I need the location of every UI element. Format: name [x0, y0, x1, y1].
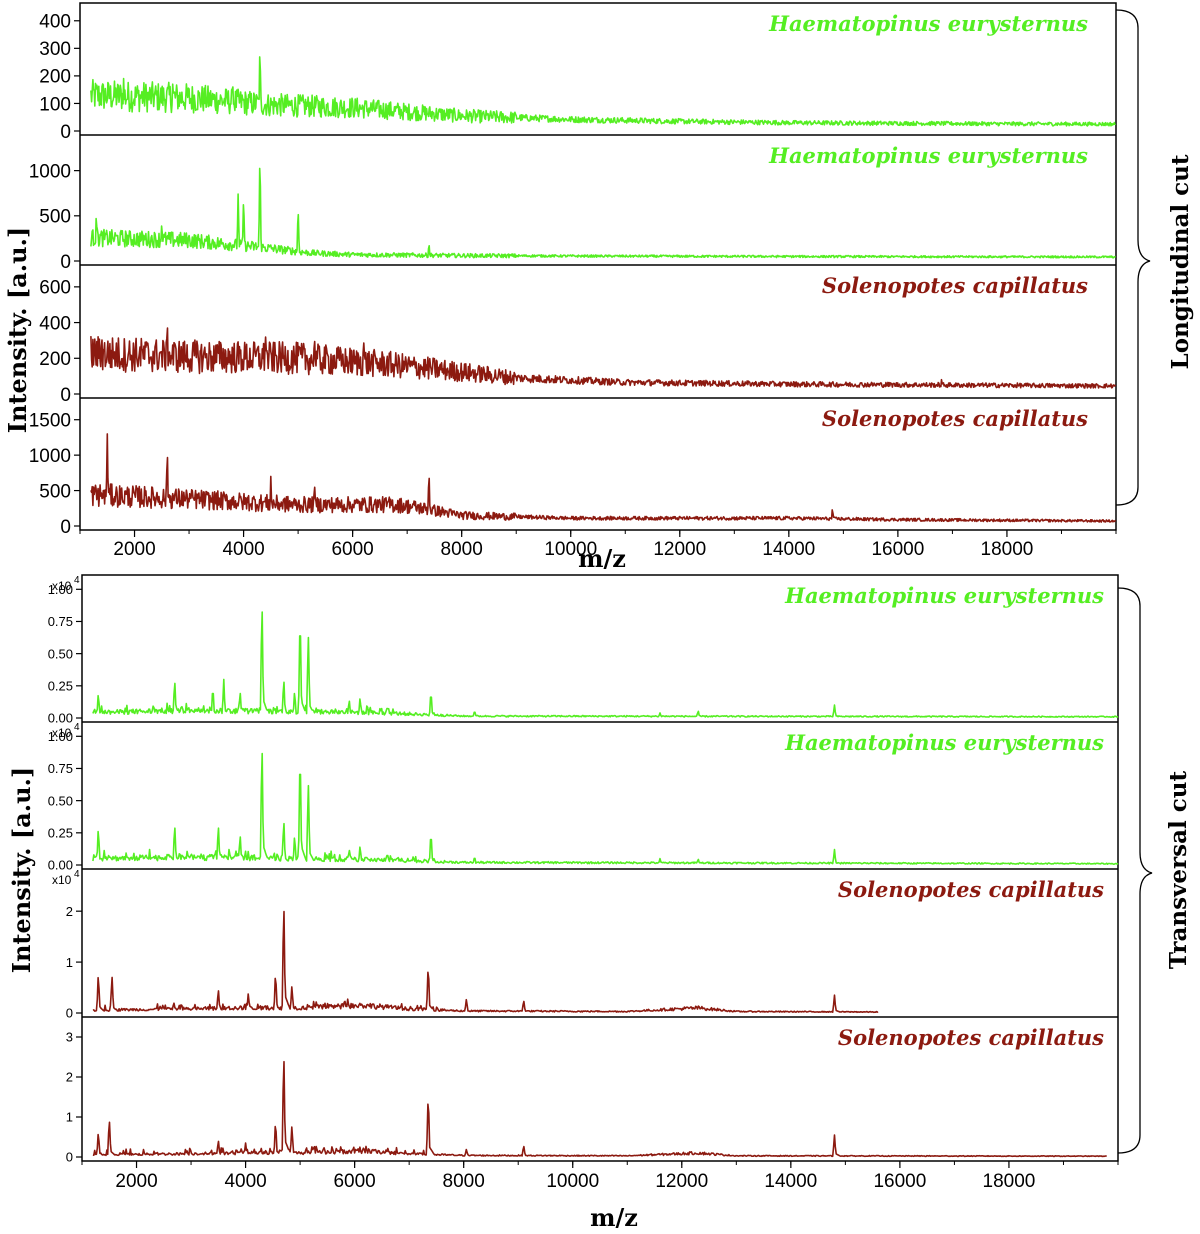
- y-tick-label: 3: [66, 1030, 73, 1045]
- y-tick-label: 200: [39, 349, 71, 370]
- spectrum-line: [90, 167, 1117, 259]
- x-tick-label: 10000: [544, 539, 597, 560]
- y-tick-label: 1: [66, 1110, 73, 1125]
- x-tick-label: 10000: [546, 1171, 599, 1192]
- spectrum-line: [92, 1060, 1107, 1158]
- y-tick-label: 1.00: [48, 582, 73, 597]
- group-brace: [1117, 587, 1153, 1154]
- y-tick-label: 600: [39, 278, 71, 299]
- y-tick-label: 400: [39, 313, 71, 334]
- x-axis-label: m/z: [590, 1203, 638, 1232]
- plot-frame: [79, 2, 1117, 531]
- y-tick-label: 200: [39, 67, 71, 88]
- y-exponent-label: x10: [52, 726, 72, 740]
- x-tick-label: 8000: [443, 1171, 485, 1192]
- y-tick-label: 0.25: [48, 679, 73, 694]
- x-axis-ticks: 2000 4000 6000 8000 10000 12000 14000 16000 1800…: [81, 1161, 1119, 1192]
- y-exponent-label: x10: [52, 873, 72, 887]
- spectrum-line: [92, 910, 879, 1014]
- x-axis-label: m/z: [578, 544, 626, 573]
- spectrum-panel: 0 1 2 x10 4 Solenopotes capillatus: [52, 869, 1104, 1021]
- spectrum-line: [90, 56, 1117, 127]
- y-tick-label: 0.75: [48, 761, 73, 776]
- y-axis-label: Intensity. [a.u.]: [7, 767, 36, 974]
- spectrum-line: [90, 327, 1117, 389]
- species-label: Solenopotes capillatus: [822, 273, 1088, 298]
- x-tick-label: 2000: [113, 539, 155, 560]
- y-tick-label: 2: [66, 904, 73, 919]
- spectrum-line: [92, 611, 1119, 718]
- group-label-longitudinal: Longitudinal cut: [1167, 154, 1194, 369]
- x-tick-label: 4000: [224, 1171, 266, 1192]
- species-label: Solenopotes capillatus: [838, 1025, 1104, 1050]
- group-label-transversal: Transversal cut: [1165, 771, 1192, 970]
- species-label: Haematopinus eurysternus: [768, 11, 1088, 36]
- y-exponent-power: 4: [74, 869, 80, 880]
- y-tick-label: 400: [39, 12, 71, 33]
- y-tick-label: 2: [66, 1070, 73, 1085]
- x-tick-label: 16000: [871, 539, 924, 560]
- y-tick-label: 0.00: [48, 858, 73, 873]
- x-tick-label: 6000: [331, 539, 373, 560]
- y-tick-label: 0: [66, 1006, 73, 1021]
- x-tick-label: 12000: [653, 539, 706, 560]
- y-tick-label: 1000: [29, 446, 71, 467]
- x-axis-ticks: 2000 4000 6000 8000 10000 12000 14000 16000 1800…: [79, 530, 1117, 560]
- y-tick-label: 0: [60, 517, 71, 538]
- x-tick-label: 16000: [873, 1171, 926, 1192]
- spectrum-line: [90, 433, 1117, 523]
- x-tick-label: 2000: [115, 1171, 157, 1192]
- spectrum-panel: 0 500 1000 Haematopinus eurysternus: [29, 143, 1117, 273]
- y-tick-label: 0.25: [48, 826, 73, 841]
- spectrum-panel: 0 100 200 300 400 Haematopinus eurysternus: [39, 11, 1117, 143]
- y-tick-label: 1: [66, 955, 73, 970]
- y-tick-label: 0.50: [48, 646, 73, 661]
- y-tick-label: 300: [39, 39, 71, 60]
- x-tick-label: 14000: [762, 539, 815, 560]
- block-longitudinal: 0 100 200 300 400 Haematopinus eurysternus 0 5…: [3, 2, 1194, 573]
- spectrum-panel: 0 1 2 3 Solenopotes capillatus: [66, 1025, 1107, 1165]
- y-exponent-power: 4: [74, 722, 80, 733]
- species-label: Solenopotes capillatus: [838, 877, 1104, 902]
- species-label: Haematopinus eurysternus: [768, 143, 1088, 168]
- spectrum-panel: 0 500 1000 1500 Solenopotes capillatus: [29, 406, 1117, 538]
- x-tick-label: 18000: [981, 539, 1034, 560]
- x-tick-label: 14000: [764, 1171, 817, 1192]
- y-tick-label: 0.50: [48, 793, 73, 808]
- y-tick-label: 0: [60, 252, 71, 273]
- species-label: Haematopinus eurysternus: [784, 730, 1104, 755]
- y-exponent-power: 4: [74, 575, 80, 586]
- y-tick-label: 1500: [29, 411, 71, 432]
- group-brace: [1115, 9, 1151, 506]
- x-tick-label: 4000: [222, 539, 264, 560]
- y-tick-label: 0: [66, 1150, 73, 1165]
- species-label: Solenopotes capillatus: [822, 406, 1088, 431]
- y-tick-label: 100: [39, 94, 71, 115]
- y-tick-label: 0.00: [48, 711, 73, 726]
- x-tick-label: 6000: [333, 1171, 375, 1192]
- y-axis-label: Intensity. [a.u.]: [3, 227, 32, 434]
- spectrum-panel: 0 200 400 600 Solenopotes capillatus: [39, 273, 1117, 406]
- y-tick-label: 500: [39, 207, 71, 228]
- y-tick-label: 1.00: [48, 729, 73, 744]
- y-tick-label: 500: [39, 481, 71, 502]
- y-tick-label: 1000: [29, 161, 71, 182]
- y-tick-label: 0.75: [48, 614, 73, 629]
- species-label: Haematopinus eurysternus: [784, 583, 1104, 608]
- x-tick-label: 12000: [655, 1171, 708, 1192]
- x-tick-label: 8000: [441, 539, 483, 560]
- plot-frame: [81, 574, 1119, 1162]
- y-tick-label: 0: [60, 385, 71, 406]
- y-exponent-label: x10: [52, 579, 72, 593]
- x-tick-label: 18000: [983, 1171, 1036, 1192]
- y-tick-label: 0: [60, 122, 71, 143]
- spectrum-line: [92, 752, 1119, 865]
